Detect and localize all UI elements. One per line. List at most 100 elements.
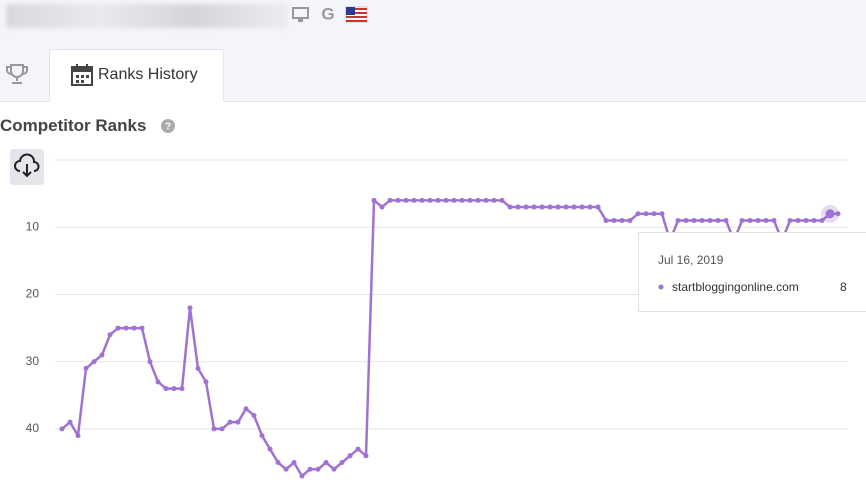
rank-point <box>59 426 65 432</box>
rank-point <box>307 466 313 472</box>
rank-point <box>595 204 601 210</box>
rank-point <box>99 352 105 358</box>
rank-point <box>227 419 233 425</box>
rank-point <box>825 209 835 219</box>
rank-point <box>91 359 97 365</box>
rank-point <box>331 466 337 472</box>
rank-point <box>531 204 537 210</box>
y-tick-label: 10 <box>26 219 40 233</box>
rank-point <box>131 325 137 331</box>
rank-point <box>243 406 249 412</box>
rank-point <box>603 218 609 224</box>
rank-point <box>755 218 761 224</box>
rank-point <box>459 197 465 203</box>
calendar-icon <box>71 64 93 86</box>
rank-point <box>395 197 401 203</box>
rank-point <box>651 211 657 217</box>
blurred-title <box>6 4 288 28</box>
tab-label: Ranks History <box>98 66 198 83</box>
download-button[interactable] <box>10 149 44 185</box>
tooltip-series: startbloggingonline.com <box>672 280 799 294</box>
rank-point <box>627 218 633 224</box>
rank-point <box>635 211 641 217</box>
rank-point <box>339 460 345 466</box>
download-icon <box>14 153 40 178</box>
rank-point <box>259 433 265 439</box>
help-icon[interactable]: ? <box>161 119 175 133</box>
rank-point <box>723 218 729 224</box>
rank-point <box>195 365 201 371</box>
rank-point <box>355 446 361 452</box>
rank-point <box>819 218 825 224</box>
rank-point <box>715 218 721 224</box>
rank-point <box>435 197 441 203</box>
rank-point <box>315 466 321 472</box>
rank-point <box>291 460 297 466</box>
rank-point <box>163 386 169 392</box>
rank-point <box>707 218 713 224</box>
rank-point <box>155 379 161 385</box>
rank-point <box>171 386 177 392</box>
rank-point <box>811 218 817 224</box>
rank-point <box>107 332 113 338</box>
rank-point <box>659 211 665 217</box>
tab-ranks-history[interactable]: Ranks History <box>49 49 224 102</box>
rank-point <box>555 204 561 210</box>
rank-point <box>787 218 793 224</box>
rank-point <box>763 218 769 224</box>
svg-text:?: ? <box>165 122 171 133</box>
rank-point <box>187 305 193 311</box>
rank-point <box>371 197 377 203</box>
rank-point <box>235 419 241 425</box>
rank-point <box>363 453 369 459</box>
rank-point <box>251 412 257 418</box>
rank-point <box>299 473 305 479</box>
y-tick-label: 40 <box>26 421 40 435</box>
rank-point <box>683 218 689 224</box>
rank-point <box>691 218 697 224</box>
rank-point <box>515 204 521 210</box>
rank-point <box>379 204 385 210</box>
rank-point <box>147 359 153 365</box>
rank-point <box>275 460 281 466</box>
rank-point <box>491 197 497 203</box>
rank-point <box>507 204 513 210</box>
rank-point <box>203 379 209 385</box>
rank-point <box>587 204 593 210</box>
trophy-tab[interactable] <box>6 63 28 85</box>
rank-point <box>619 218 625 224</box>
rank-point <box>747 218 753 224</box>
rank-point <box>835 211 841 217</box>
rank-point <box>283 466 289 472</box>
y-tick-label: 30 <box>26 354 40 368</box>
rank-point <box>347 453 353 459</box>
rank-point <box>83 365 89 371</box>
rank-point <box>467 197 473 203</box>
rank-point <box>643 211 649 217</box>
rank-point <box>499 197 505 203</box>
rank-point <box>795 218 801 224</box>
rank-point <box>123 325 129 331</box>
rank-point <box>75 433 81 439</box>
tooltip-value: 8 <box>840 280 847 294</box>
rank-point <box>179 386 185 392</box>
rank-point <box>267 446 273 452</box>
tooltip: Jul 16, 2019 startbloggingonline.com 8 <box>638 232 866 312</box>
y-tick-label: 20 <box>26 287 40 301</box>
rank-point <box>219 426 225 432</box>
rank-point <box>403 197 409 203</box>
rank-point <box>67 419 73 425</box>
rank-point <box>115 325 121 331</box>
rank-point <box>427 197 433 203</box>
tooltip-date: Jul 16, 2019 <box>658 253 724 267</box>
rank-point <box>611 218 617 224</box>
rank-point <box>539 204 545 210</box>
rank-point <box>211 426 217 432</box>
rank-point <box>739 218 745 224</box>
svg-text:G: G <box>321 6 334 23</box>
rank-point <box>579 204 585 210</box>
rank-point <box>475 197 481 203</box>
rank-point <box>139 325 145 331</box>
